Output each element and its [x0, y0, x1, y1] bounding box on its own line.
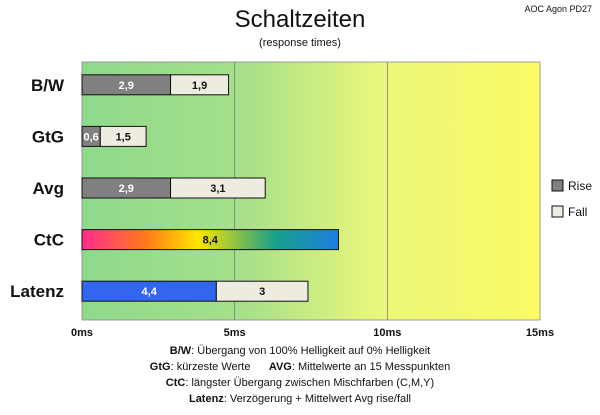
- bar-rise-label-1: 0,6: [84, 131, 99, 143]
- bar-fall-label-4: 3: [259, 286, 265, 298]
- note-line-gtg: GtG: kürzeste Werte AVG: Mittelwerte an …: [149, 361, 451, 373]
- bar-fall-label-2: 3,1: [210, 183, 225, 195]
- note-line-latenz: Latenz: Verzögerung + Mittelwert Avg ris…: [188, 393, 412, 405]
- category-label-3: CtC: [34, 231, 64, 250]
- legend-swatch-1: [551, 205, 564, 218]
- category-label-4: Latenz: [10, 282, 64, 301]
- bar-fall-4: [215, 280, 309, 302]
- chart-title: Schaltzeiten: [234, 6, 366, 33]
- category-label-0: B/W: [31, 76, 65, 95]
- bar-rise-3: [81, 229, 339, 251]
- legend-label-1: Fall: [568, 205, 587, 219]
- bar-fall-0: [170, 74, 230, 96]
- brand-label: AOC Agon PD27: [524, 4, 592, 14]
- legend-swatch-0: [551, 179, 564, 192]
- x-tick-label-3: 15ms: [526, 327, 554, 339]
- x-tick-label-2: 10ms: [373, 327, 401, 339]
- chart-canvas: 2,9 1,9 0,6 1,5 2,9 3,1 8,4 4,4 3 B/W GtG Avg CtC La…: [10, 61, 592, 339]
- bar-rise-label-2: 2,9: [119, 183, 134, 195]
- bar-rise-label-3: 8,4: [203, 235, 219, 247]
- notes: B/W: Übergang von 100% Helligkeit auf 0%…: [0, 343, 600, 407]
- bar-rise-label-0: 2,9: [119, 80, 134, 92]
- legend-label-0: Rise: [568, 179, 592, 193]
- note-line-ctc: CtC: längster Übergang zwischen Mischfar…: [165, 377, 435, 389]
- category-label-2: Avg: [33, 179, 65, 198]
- chart-subtitle: (response times): [259, 37, 341, 49]
- category-label-1: GtG: [32, 127, 64, 146]
- bar-fall-label-1: 1,5: [116, 131, 131, 143]
- note-line-bw: B/W: Übergang von 100% Helligkeit auf 0%…: [169, 345, 431, 357]
- bar-rise-label-4: 4,4: [142, 286, 158, 298]
- bar-fall-2: [170, 177, 266, 199]
- x-tick-label-0: 0ms: [71, 327, 93, 339]
- bar-fall-label-0: 1,9: [192, 80, 207, 92]
- bar-fall-1: [99, 125, 147, 147]
- x-tick-label-1: 5ms: [224, 327, 246, 339]
